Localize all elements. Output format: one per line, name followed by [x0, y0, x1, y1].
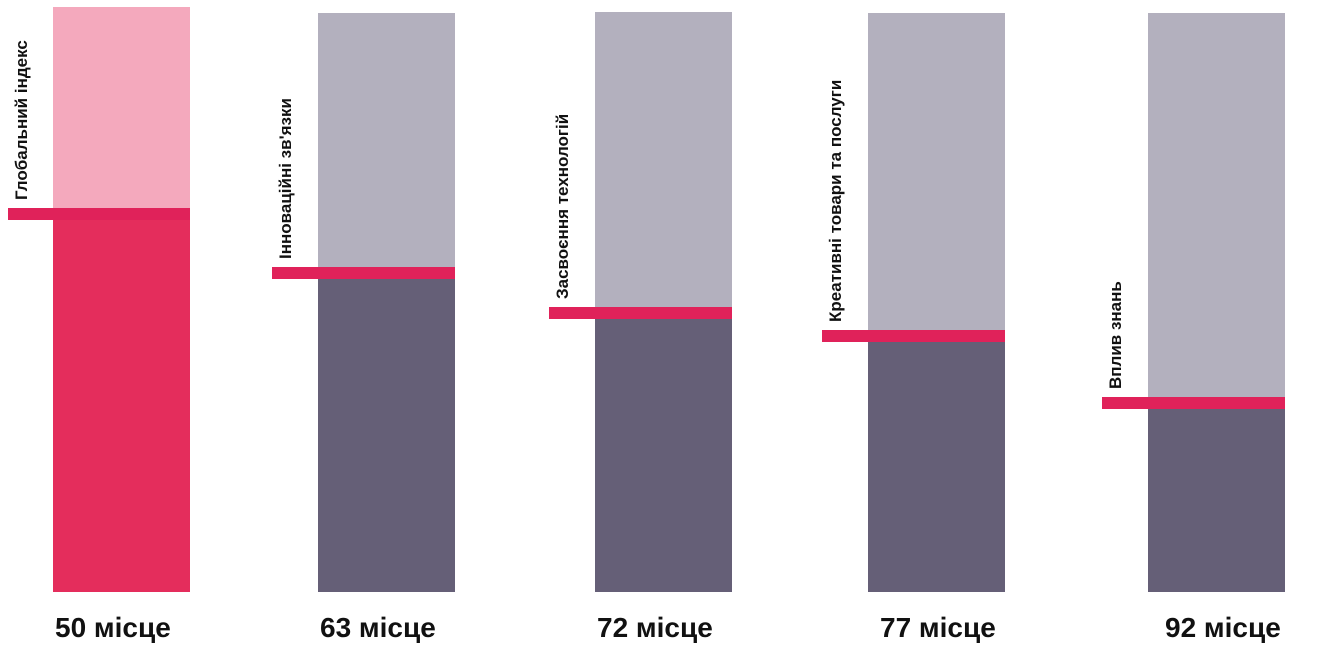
bar-technology-absorption-remainder [595, 12, 732, 313]
bar-technology-absorption-marker [549, 307, 732, 319]
bar-knowledge-impact-marker [1102, 397, 1285, 409]
bar-innovation-linkages-marker [272, 267, 455, 279]
rank-label-innovation-linkages: 63 місце [320, 612, 436, 643]
rank-label-technology-absorption: 72 місце [597, 612, 713, 643]
bar-knowledge-impact-value [1148, 403, 1285, 592]
bar-global-index-remainder [53, 7, 190, 214]
bar-knowledge-impact-remainder [1148, 13, 1285, 403]
category-label-global-index: Глобальний індекс [12, 40, 31, 200]
category-label-creative-goods: Креативні товари та послуги [826, 79, 845, 322]
category-label-knowledge-impact: Вплив знань [1106, 281, 1125, 389]
bar-global-index-value [53, 214, 190, 592]
bar-global-index-marker [8, 208, 190, 220]
bar-creative-goods-value [868, 336, 1005, 592]
rank-label-knowledge-impact: 92 місце [1165, 612, 1281, 643]
rank-label-global-index: 50 місце [55, 612, 171, 643]
bar-creative-goods-remainder [868, 13, 1005, 336]
category-label-innovation-linkages: Інноваційні зв'язки [276, 98, 295, 259]
bar-technology-absorption-value [595, 313, 732, 592]
bar-creative-goods-marker [822, 330, 1005, 342]
category-label-technology-absorption: Засвоєння технологій [553, 113, 572, 299]
bar-innovation-linkages-value [318, 273, 455, 592]
bar-innovation-linkages-remainder [318, 13, 455, 273]
rank-label-creative-goods: 77 місце [880, 612, 996, 643]
